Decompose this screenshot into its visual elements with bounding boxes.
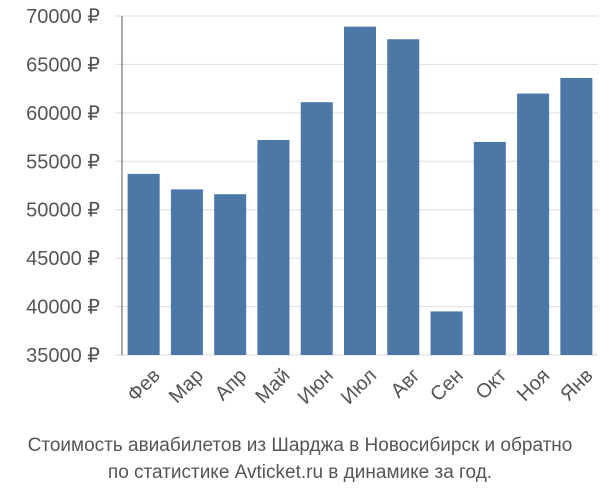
chart-caption-line-1: Стоимость авиабилетов из Шарджа в Новоси… — [27, 435, 573, 456]
bar-Янв — [560, 77, 593, 355]
bar-Апр — [214, 194, 247, 355]
bar-Авг — [387, 39, 420, 355]
x-tick-label: Мар — [165, 365, 208, 408]
x-tick-label: Окт — [472, 365, 511, 404]
x-tick-label: Июл — [337, 365, 381, 409]
bar-Мар — [170, 189, 203, 355]
bar-Окт — [473, 141, 506, 355]
x-tick-label: Май — [251, 365, 294, 408]
y-tick-label: 45000 ₽ — [26, 248, 100, 270]
bar-Ноя — [517, 93, 550, 355]
bar-Май — [257, 139, 290, 355]
x-tick-label: Сен — [426, 365, 467, 406]
y-tick-label: 55000 ₽ — [26, 151, 100, 173]
y-tick-label: 60000 ₽ — [26, 103, 100, 125]
y-tick-label: 40000 ₽ — [26, 297, 100, 319]
bars — [127, 26, 593, 356]
x-tick-label: Фев — [123, 365, 165, 407]
bar-Июл — [343, 26, 377, 355]
y-tick-label: 50000 ₽ — [26, 200, 100, 222]
chart-caption-line-2: по статистике Avticket.ru в динамике за … — [107, 462, 493, 483]
bar-chart: 35000 ₽ 40000 ₽ 45000 ₽ 50000 ₽ 55000 ₽ 60000… — [26, 6, 598, 409]
x-tick-label: Ноя — [513, 365, 554, 406]
bar-Июн — [300, 102, 333, 356]
bar-Фев — [127, 173, 160, 355]
y-tick-label: 70000 ₽ — [26, 6, 100, 28]
y-axis-ticks: 35000 ₽ 40000 ₽ 45000 ₽ 50000 ₽ 55000 ₽ 60000… — [26, 6, 100, 367]
y-tick-label: 35000 ₽ — [26, 345, 100, 367]
x-axis-ticks: Фев Мар Апр Май Июн Июл Авг Сен Окт Ноя Янв — [123, 365, 597, 409]
x-tick-label: Янв — [556, 365, 597, 406]
x-tick-label: Июн — [294, 365, 338, 409]
bar-Сен — [430, 311, 463, 355]
x-tick-label: Авг — [387, 365, 425, 403]
y-tick-label: 65000 ₽ — [26, 54, 100, 76]
x-tick-label: Апр — [211, 365, 252, 406]
